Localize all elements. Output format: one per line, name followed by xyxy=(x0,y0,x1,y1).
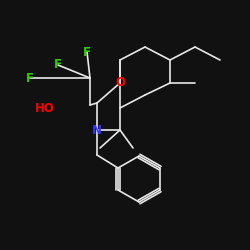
Text: F: F xyxy=(54,58,62,71)
Text: F: F xyxy=(26,72,34,85)
Text: HO: HO xyxy=(35,102,55,114)
Text: N: N xyxy=(92,124,102,136)
Text: O: O xyxy=(115,76,125,90)
Text: F: F xyxy=(83,46,91,59)
